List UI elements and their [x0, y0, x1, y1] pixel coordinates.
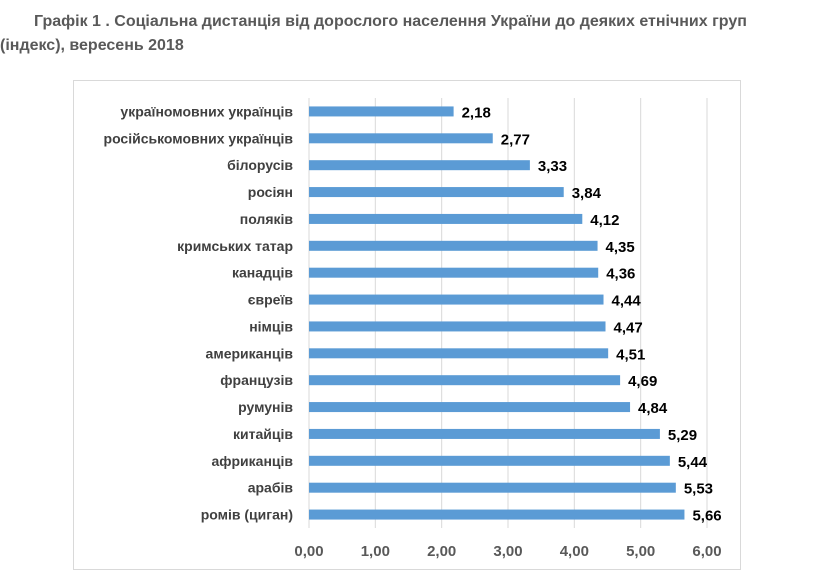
x-tick-label: 6,00 — [692, 543, 721, 560]
bar — [309, 106, 454, 117]
x-tick-label: 4,00 — [560, 543, 589, 560]
category-label: росіян — [248, 184, 293, 200]
chart-title: Графік 1 . Соціальна дистанція від дорос… — [0, 10, 824, 58]
data-label: 3,33 — [538, 158, 567, 175]
data-label: 4,44 — [612, 293, 642, 310]
bar — [309, 428, 660, 439]
bar — [309, 509, 685, 520]
data-label: 2,18 — [462, 104, 491, 121]
data-label: 5,29 — [668, 427, 697, 444]
category-label: євреїв — [248, 292, 294, 308]
category-label: білорусів — [227, 157, 293, 173]
bar — [309, 455, 670, 466]
bar — [309, 321, 606, 332]
data-label: 5,44 — [678, 454, 708, 471]
bar — [309, 267, 599, 278]
chart-frame — [73, 80, 741, 570]
category-label: канадців — [232, 265, 293, 281]
data-label: 4,69 — [628, 373, 657, 390]
data-label: 4,12 — [590, 212, 619, 229]
chart-title-line-1: Графік 1 . Соціальна дистанція від дорос… — [34, 13, 747, 30]
category-label: румунів — [238, 399, 293, 415]
category-label: французів — [220, 372, 293, 388]
category-label: кримських татар — [177, 238, 293, 254]
category-label: китайців — [233, 426, 293, 442]
category-label: ромів (циган) — [201, 507, 293, 523]
x-tick-label: 0,00 — [294, 543, 323, 560]
data-label: 2,77 — [501, 131, 530, 148]
bar — [309, 294, 604, 305]
bar — [309, 133, 493, 144]
category-label: американців — [206, 345, 294, 361]
bar — [309, 402, 631, 413]
bar — [309, 482, 676, 493]
bar — [309, 348, 609, 359]
category-label: арабів — [248, 480, 294, 496]
x-tick-label: 3,00 — [493, 543, 522, 560]
data-label: 4,51 — [616, 346, 645, 363]
data-label: 5,53 — [684, 481, 713, 498]
x-tick-label: 2,00 — [427, 543, 456, 560]
x-tick-label: 5,00 — [626, 543, 655, 560]
data-label: 4,47 — [614, 319, 643, 336]
bar — [309, 375, 621, 386]
data-label: 3,84 — [572, 185, 602, 202]
data-label: 4,35 — [606, 239, 635, 256]
bar — [309, 213, 583, 224]
category-label: африканців — [211, 453, 293, 469]
chart-title-line-2: (індекс), вересень 2018 — [0, 37, 184, 54]
data-label: 5,66 — [692, 508, 721, 525]
category-label: російськомовних українців — [104, 130, 294, 146]
category-label: німців — [249, 318, 293, 334]
bar — [309, 160, 530, 171]
bar — [309, 240, 598, 251]
data-label: 4,84 — [638, 400, 668, 417]
category-label: поляків — [240, 211, 294, 227]
category-label: україномовних українців — [120, 103, 293, 119]
data-label: 4,36 — [606, 266, 635, 283]
x-tick-label: 1,00 — [361, 543, 390, 560]
bar — [309, 187, 564, 198]
